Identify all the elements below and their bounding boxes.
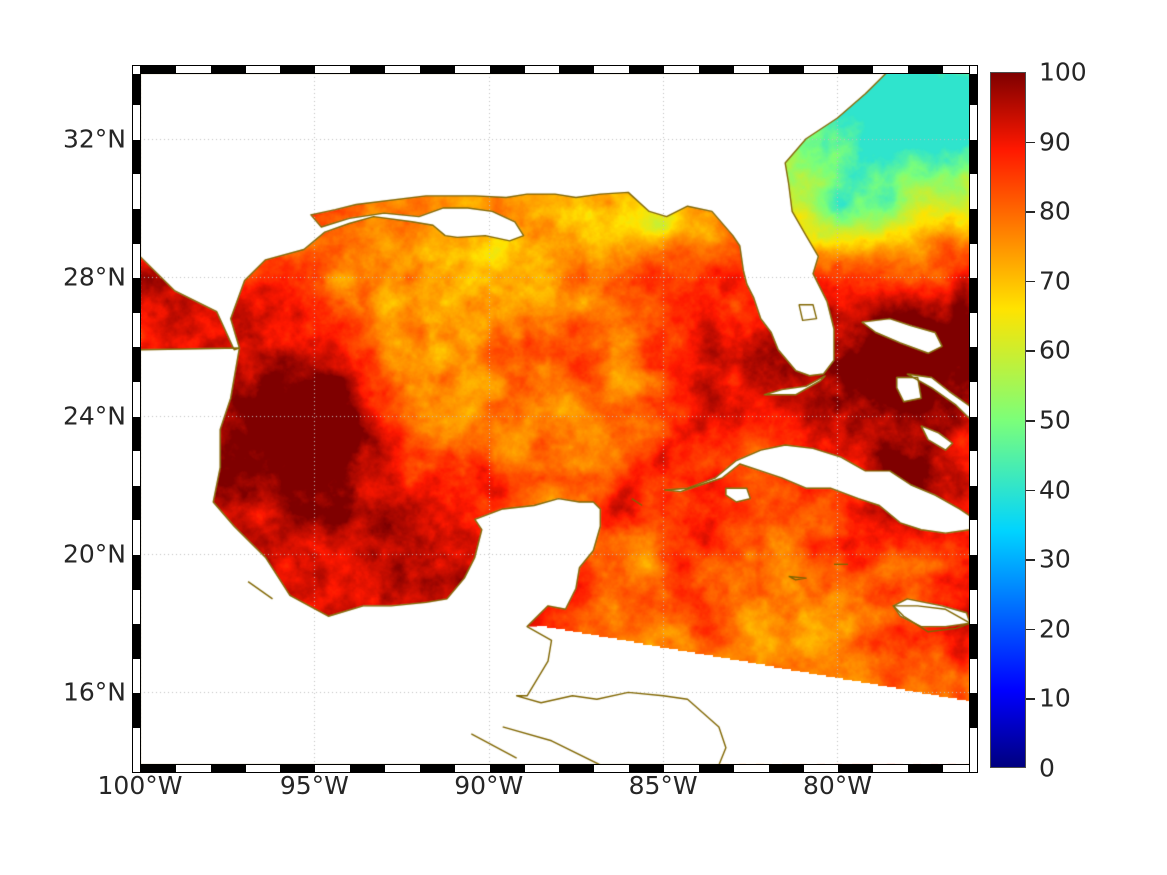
map-clip-region <box>140 73 970 765</box>
border-segment <box>280 765 316 772</box>
colorbar-tick-label: 50 <box>1039 405 1071 435</box>
border-segment <box>970 485 977 521</box>
border-segment <box>210 765 246 772</box>
border-segment <box>210 66 246 73</box>
colorbar-tick-mark <box>1026 420 1035 422</box>
border-segment <box>133 278 140 313</box>
x-tick-label: 90°W <box>454 771 524 800</box>
map-border-left <box>132 65 141 773</box>
x-tick-label: 80°W <box>802 771 872 800</box>
colorbar-tick-label: 20 <box>1039 614 1071 644</box>
map-border-top <box>132 65 978 74</box>
colorbar[interactable] <box>990 72 1026 768</box>
colorbar-tick-mark <box>1026 350 1035 352</box>
border-segment <box>141 765 176 772</box>
border-segment <box>970 693 977 728</box>
border-segment <box>768 765 804 772</box>
map-border-right <box>969 65 978 773</box>
border-segment <box>133 208 140 244</box>
colorbar-tick-mark <box>1026 698 1035 700</box>
colorbar-tick-label: 0 <box>1039 753 1055 783</box>
border-segment <box>489 66 525 73</box>
border-segment <box>489 765 525 772</box>
y-tick-label: 28°N <box>62 262 126 292</box>
colorbar-tick-mark <box>1026 559 1035 561</box>
colorbar-tick-label: 80 <box>1039 196 1071 226</box>
x-tick-label: 85°W <box>628 771 698 800</box>
coastline-layer <box>140 73 970 765</box>
colorbar-tick-label: 60 <box>1039 335 1071 365</box>
colorbar-tick-label: 40 <box>1039 475 1071 505</box>
border-segment <box>419 66 455 73</box>
map-border-bottom <box>132 764 978 773</box>
border-segment <box>419 765 455 772</box>
x-tick-label: 95°W <box>279 771 349 800</box>
border-segment <box>133 624 140 659</box>
border-segment <box>133 139 140 175</box>
colorbar-tick-mark <box>1026 628 1035 631</box>
colorbar-tick-mark <box>1026 489 1035 492</box>
x-tick-label: 100°W <box>97 771 183 800</box>
border-segment <box>133 693 140 728</box>
border-segment <box>970 416 977 452</box>
colorbar-tick-label: 70 <box>1039 266 1071 296</box>
colorbar-tick-mark <box>1026 280 1035 283</box>
border-segment <box>133 554 140 590</box>
border-segment <box>970 74 977 106</box>
border-segment <box>629 66 665 73</box>
border-segment <box>350 66 386 73</box>
colorbar-gradient <box>990 72 1026 768</box>
border-segment <box>698 66 734 73</box>
border-segment <box>629 765 665 772</box>
border-segment <box>698 765 734 772</box>
y-tick-label: 32°N <box>62 124 126 154</box>
border-segment <box>141 66 176 73</box>
border-segment <box>768 66 804 73</box>
border-segment <box>133 485 140 521</box>
border-segment <box>970 347 977 382</box>
border-segment <box>970 624 977 659</box>
border-segment <box>559 765 595 772</box>
colorbar-tick-mark <box>1026 141 1035 144</box>
border-segment <box>559 66 595 73</box>
border-segment <box>133 74 140 106</box>
border-segment <box>970 554 977 590</box>
colorbar-tick-mark <box>1026 211 1035 213</box>
y-tick-label: 20°N <box>62 539 126 569</box>
y-tick-label: 16°N <box>62 677 126 707</box>
map-axes[interactable] <box>140 73 970 765</box>
colorbar-tick-label: 10 <box>1039 683 1071 713</box>
border-segment <box>908 66 944 73</box>
border-segment <box>970 208 977 244</box>
border-segment <box>133 347 140 382</box>
border-segment <box>280 66 316 73</box>
colorbar-tick-label: 100 <box>1039 57 1087 87</box>
colorbar-tick-label: 90 <box>1039 127 1071 157</box>
border-segment <box>838 765 874 772</box>
border-segment <box>133 416 140 452</box>
border-segment <box>970 139 977 175</box>
border-segment <box>970 278 977 313</box>
border-segment <box>908 765 944 772</box>
border-segment <box>838 66 874 73</box>
y-tick-label: 24°N <box>62 401 126 431</box>
border-segment <box>350 765 386 772</box>
colorbar-tick-label: 30 <box>1039 544 1071 574</box>
